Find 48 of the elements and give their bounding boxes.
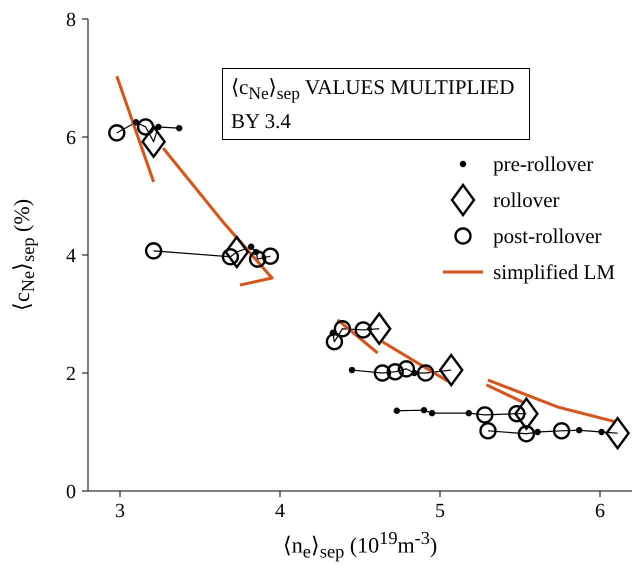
point: [439, 354, 464, 386]
y-tick-label: 8: [66, 9, 76, 32]
point: [552, 422, 570, 440]
point: [476, 406, 494, 424]
x-tick-label: 6: [595, 500, 605, 522]
point: [398, 360, 416, 378]
point: [416, 364, 434, 382]
point: [176, 124, 182, 132]
y-tick-label: 6: [66, 127, 76, 150]
point: [374, 364, 392, 382]
point: [224, 236, 249, 268]
point: [466, 410, 472, 416]
x-tick-label: 5: [435, 500, 445, 522]
point: [354, 321, 372, 339]
point: [479, 422, 497, 440]
text: ⟨n$_{e}$⟩$_{sep}$ (10$^{19}$m$^{-3}$): [282, 528, 438, 562]
point: [508, 405, 526, 422]
point: [576, 427, 582, 434]
point: [534, 428, 541, 436]
point: [420, 406, 428, 414]
y-tick-label: 2: [66, 363, 76, 386]
point: [598, 428, 605, 436]
y-tick-label: 0: [66, 481, 76, 504]
legend-label: pre-rollover: [493, 152, 594, 176]
legend-label: simplified LM: [493, 260, 615, 284]
legend-label: post-rollover: [493, 224, 602, 248]
point: [605, 416, 630, 450]
point: [348, 366, 356, 374]
point: [386, 363, 404, 381]
point: [334, 320, 352, 338]
x-tick-label: 4: [275, 500, 285, 522]
legend-label: rollover: [493, 188, 560, 212]
point: [144, 242, 162, 260]
y-tick-label: 4: [66, 245, 76, 268]
point: [248, 244, 254, 250]
point: [262, 247, 280, 265]
point: [518, 425, 536, 442]
point: [248, 250, 266, 268]
point: [155, 124, 162, 130]
point: [428, 410, 436, 416]
point: [141, 126, 166, 158]
point: [108, 124, 126, 142]
point: [326, 333, 344, 350]
point: [136, 118, 154, 136]
point: [514, 398, 539, 430]
point: [367, 312, 392, 345]
point: [394, 408, 400, 414]
x-tick-label: 3: [115, 500, 125, 522]
